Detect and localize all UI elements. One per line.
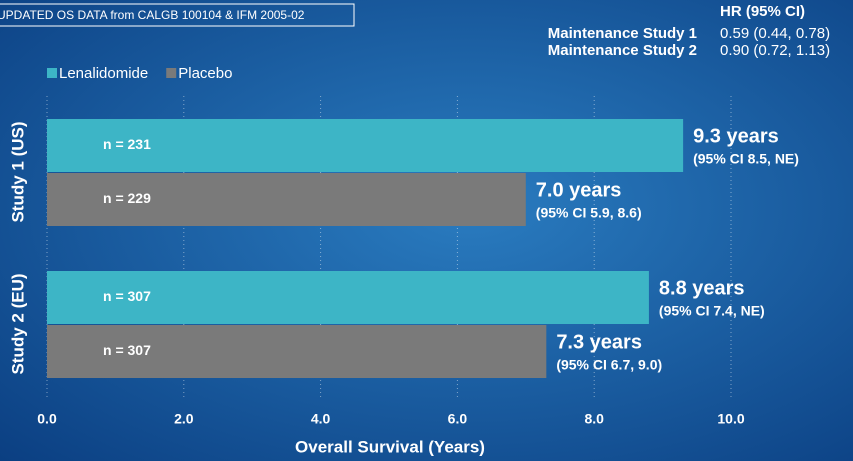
- x-axis-title: Overall Survival (Years): [295, 437, 485, 456]
- value-label: 7.0 years: [536, 179, 622, 201]
- n-label: n = 307: [103, 342, 151, 358]
- n-label: n = 231: [103, 136, 151, 152]
- value-label: 9.3 years: [693, 125, 779, 147]
- hr-row-value: 0.59 (0.44, 0.78): [720, 25, 830, 42]
- bar: [47, 325, 547, 378]
- n-label: n = 307: [103, 288, 151, 304]
- hr-row-value: 0.90 (0.72, 1.13): [720, 42, 830, 59]
- x-tick-label: 2.0: [174, 411, 194, 427]
- bar: [47, 271, 649, 324]
- banner-box: [0, 3, 355, 27]
- banner: UPDATED OS DATA from CALGB 100104 & IFM …: [0, 8, 305, 22]
- value-label: 8.8 years: [659, 277, 745, 299]
- legend-label: Placebo: [178, 65, 232, 82]
- ci-label: (95% CI 6.7, 9.0): [556, 357, 662, 373]
- legend-swatch: [166, 68, 177, 78]
- hr-row-label: Maintenance Study 1: [548, 25, 697, 42]
- legend-label: Lenalidomide: [59, 65, 148, 82]
- x-tick-label: 0.0: [37, 411, 57, 427]
- x-tick-label: 4.0: [311, 411, 331, 427]
- hr-header: HR (95% CI): [720, 3, 805, 20]
- value-label: 7.3 years: [556, 331, 642, 353]
- x-tick-label: 10.0: [717, 411, 744, 427]
- bar: [47, 173, 526, 226]
- category-label: Study 1 (US): [8, 121, 27, 222]
- ci-label: (95% CI 5.9, 8.6): [536, 205, 642, 221]
- legend-swatch: [47, 68, 57, 78]
- n-label: n = 229: [103, 190, 151, 206]
- hr-row-label: Maintenance Study 2: [548, 42, 697, 59]
- category-label: Study 2 (EU): [8, 273, 27, 374]
- bar: [47, 119, 684, 172]
- x-tick-label: 6.0: [448, 411, 468, 427]
- x-tick-label: 8.0: [584, 411, 604, 427]
- ci-label: (95% CI 7.4, NE): [659, 303, 765, 319]
- ci-label: (95% CI 8.5, NE): [693, 151, 799, 167]
